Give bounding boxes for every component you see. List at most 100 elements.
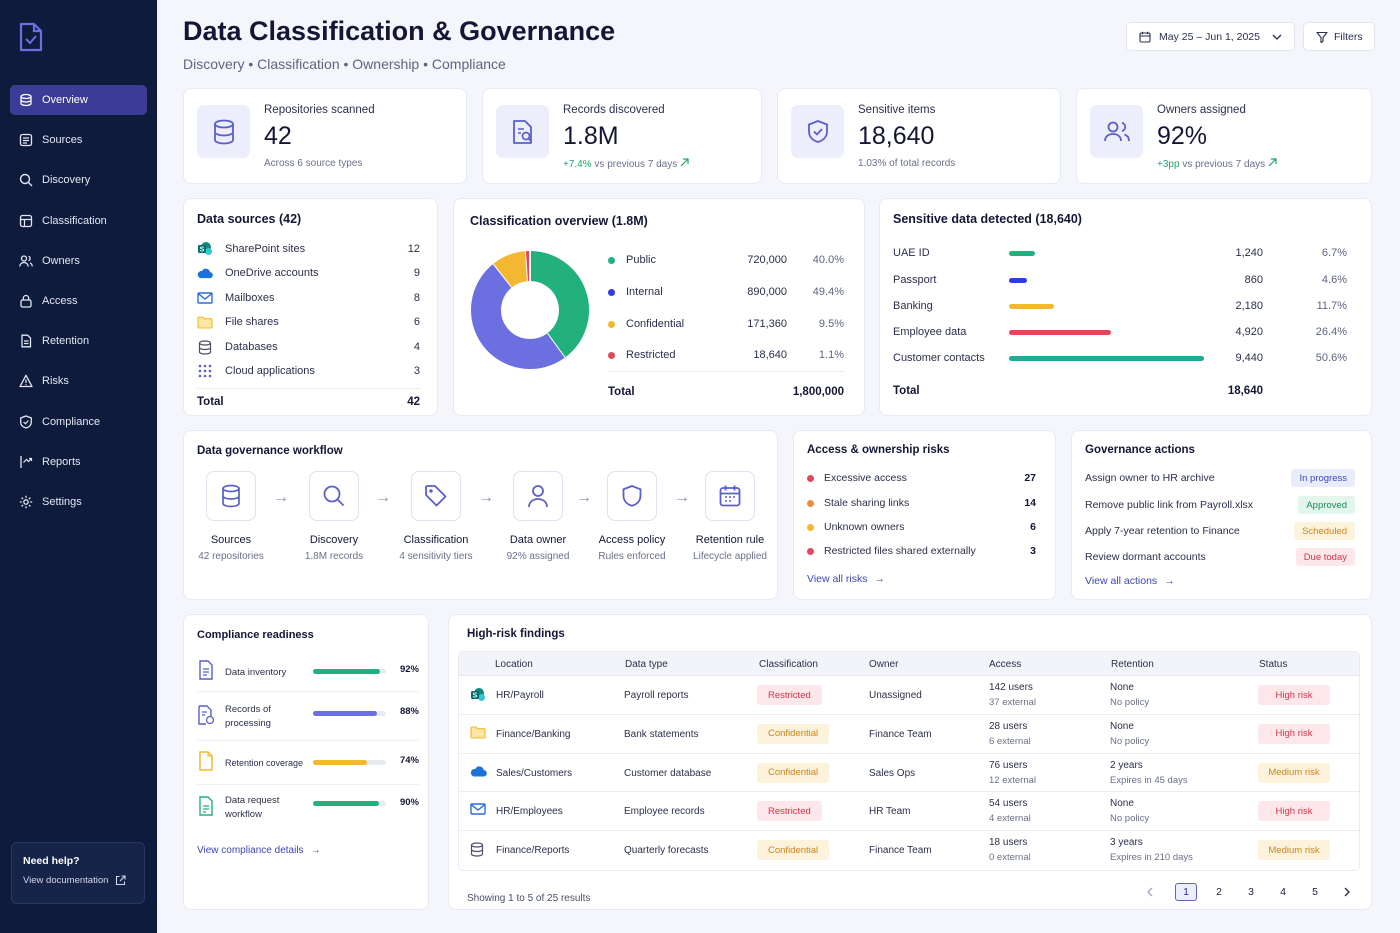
table-row[interactable]: S HR/Payroll Payroll reports Restricted … xyxy=(459,676,1359,715)
action-item[interactable]: Review dormant accounts Due today xyxy=(1085,548,1355,566)
legend-value: 890,000 xyxy=(747,286,787,298)
cell-owner: Finance Team xyxy=(869,728,932,740)
list-item[interactable]: Mailboxes 8 xyxy=(197,288,420,308)
sidebar-item-risks[interactable]: Risks xyxy=(10,366,147,396)
classification-badge: Confidential xyxy=(757,762,830,783)
step-icon-box xyxy=(607,471,657,521)
pagination-page[interactable]: 1 xyxy=(1175,883,1197,901)
pagination-prev[interactable] xyxy=(1138,883,1160,901)
cell-owner: Sales Ops xyxy=(869,767,916,779)
view-all-risks-link[interactable]: View all risks → xyxy=(807,573,885,585)
donut-slice-public[interactable] xyxy=(529,251,589,358)
list-item[interactable]: OneDrive accounts 9 xyxy=(197,263,420,283)
risk-item[interactable]: Excessive access 27 xyxy=(807,470,1036,486)
retention-file-icon xyxy=(199,751,213,771)
pagination-page[interactable]: 5 xyxy=(1312,886,1318,898)
table-row[interactable]: Finance/Reports Quarterly forecasts Conf… xyxy=(459,831,1359,870)
progress-fill xyxy=(313,711,378,716)
pagination-page[interactable]: 4 xyxy=(1280,886,1286,898)
list-item[interactable]: Databases 4 xyxy=(197,337,420,357)
page-subtitle: Discovery • Classification • Ownership •… xyxy=(183,56,506,72)
sensitive-bar xyxy=(1009,304,1054,309)
step-name: Classification xyxy=(403,534,469,546)
risk-item[interactable]: Stale sharing links 14 xyxy=(807,495,1036,511)
filters-button[interactable]: Filters xyxy=(1303,22,1375,51)
workflow-step-data-owner[interactable]: Data owner 92% assigned xyxy=(488,471,588,562)
risk-item[interactable]: Unknown owners 6 xyxy=(807,519,1036,535)
workflow-step-sources[interactable]: Sources 42 repositories xyxy=(181,471,281,562)
sidebar-item-retention[interactable]: Retention xyxy=(10,326,147,356)
kpi-label: Records discovered xyxy=(563,104,665,116)
column-header[interactable]: Access xyxy=(989,659,1022,670)
action-item[interactable]: Remove public link from Payroll.xlsx Appr… xyxy=(1085,496,1355,514)
sensitive-row[interactable]: UAE ID 1,240 6.7% xyxy=(893,246,1347,262)
legend-label: Confidential xyxy=(626,318,685,330)
sensitive-row[interactable]: Employee data 4,920 26.4% xyxy=(893,325,1347,341)
cell-access: 28 users xyxy=(989,720,1028,732)
legend-dot xyxy=(608,256,615,264)
sidebar-item-label: Sources xyxy=(42,134,83,147)
pagination-page[interactable]: 2 xyxy=(1216,886,1222,898)
sensitive-label: Banking xyxy=(893,300,933,312)
governance-actions-card: Governance actions Assign owner to HR ar… xyxy=(1071,430,1372,600)
table-row[interactable]: Sales/Customers Customer database Confid… xyxy=(459,754,1359,793)
donut-slice-internal[interactable] xyxy=(471,263,565,369)
sensitive-row[interactable]: Banking 2,180 11.7% xyxy=(893,299,1347,315)
status-badge: Approved xyxy=(1298,496,1355,514)
sidebar-item-discovery[interactable]: Discovery xyxy=(10,165,147,195)
sidebar-item-owners[interactable]: Owners xyxy=(10,246,147,276)
sensitive-pct: 26.4% xyxy=(1315,326,1347,338)
kpi-label: Sensitive items xyxy=(858,104,936,116)
action-item[interactable]: Apply 7-year retention to Finance Schedul… xyxy=(1085,522,1355,540)
view-all-actions-link[interactable]: View all actions → xyxy=(1085,575,1175,587)
kpi-sub: +3pp vs previous 7 days xyxy=(1157,158,1277,170)
column-header[interactable]: Retention xyxy=(1111,659,1154,670)
pagination-page[interactable]: 3 xyxy=(1248,886,1254,898)
progress-track xyxy=(313,711,386,716)
risk-item[interactable]: Restricted files shared externally 3 xyxy=(807,543,1036,559)
cell-location: Sales/Customers xyxy=(496,767,573,779)
sensitive-row[interactable]: Customer contacts 9,440 50.6% xyxy=(893,351,1347,367)
sidebar-item-label: Retention xyxy=(42,335,90,348)
table-row[interactable]: HR/Employees Employee records Restricted… xyxy=(459,792,1359,832)
list-item[interactable]: Cloud applications 3 xyxy=(197,361,420,381)
donut-slice-confidential[interactable] xyxy=(493,251,529,288)
workflow-step-classification[interactable]: Classification 4 sensitivity tiers xyxy=(386,471,486,562)
table-row[interactable]: Finance/Banking Bank statements Confiden… xyxy=(459,715,1359,754)
action-item[interactable]: Assign owner to HR archive In progress xyxy=(1085,469,1355,487)
cell-retention: None xyxy=(1110,720,1134,732)
card-title: High-risk findings xyxy=(467,628,565,640)
list-item-count: 8 xyxy=(413,292,420,304)
sidebar-item-classification[interactable]: Classification xyxy=(10,206,147,236)
sidebar-item-overview[interactable]: Overview xyxy=(10,85,147,115)
sidebar-item-compliance[interactable]: Compliance xyxy=(10,407,147,437)
column-header[interactable]: Owner xyxy=(869,659,899,670)
pagination-next[interactable] xyxy=(1336,883,1358,901)
sidebar-item-settings[interactable]: Settings xyxy=(10,487,147,517)
list-item[interactable]: File shares 6 xyxy=(197,312,420,332)
view-compliance-details-link[interactable]: View compliance details → xyxy=(197,845,321,856)
column-header[interactable]: Status xyxy=(1259,659,1288,670)
compliance-pct: 92% xyxy=(399,664,419,675)
column-header[interactable]: Classification xyxy=(759,659,818,670)
workflow-step-access-policy[interactable]: Access policy Rules enforced xyxy=(582,471,682,562)
sidebar-item-reports[interactable]: Reports xyxy=(10,447,147,477)
step-name: Sources xyxy=(210,534,252,546)
kpi-value: 92% xyxy=(1157,122,1208,150)
step-name: Access policy xyxy=(598,534,666,546)
page-title: Data Classification & Governance xyxy=(183,16,616,46)
column-header[interactable]: Data type xyxy=(625,659,668,670)
workflow-step-discovery[interactable]: Discovery 1.8M records xyxy=(284,471,384,562)
workflow-step-retention-rule[interactable]: Retention rule Lifecycle applied xyxy=(680,471,780,562)
column-header[interactable]: Location xyxy=(495,659,533,670)
view-documentation-link[interactable]: View documentation xyxy=(23,875,133,886)
kpi-delta: +7.4% xyxy=(563,159,592,170)
date-range-picker[interactable]: May 25 – Jun 1, 2025 xyxy=(1126,22,1295,51)
sidebar-item-access[interactable]: Access xyxy=(10,286,147,316)
list-item[interactable]: S SharePoint sites 12 xyxy=(197,239,420,259)
risk-dot xyxy=(807,547,814,555)
sensitive-row[interactable]: Passport 860 4.6% xyxy=(893,273,1347,289)
classification-badge: Confidential xyxy=(757,723,830,744)
kpi-sensitive: Sensitive items 18,640 1.03% of total re… xyxy=(777,88,1061,184)
sidebar-item-sources[interactable]: Sources xyxy=(10,125,147,155)
